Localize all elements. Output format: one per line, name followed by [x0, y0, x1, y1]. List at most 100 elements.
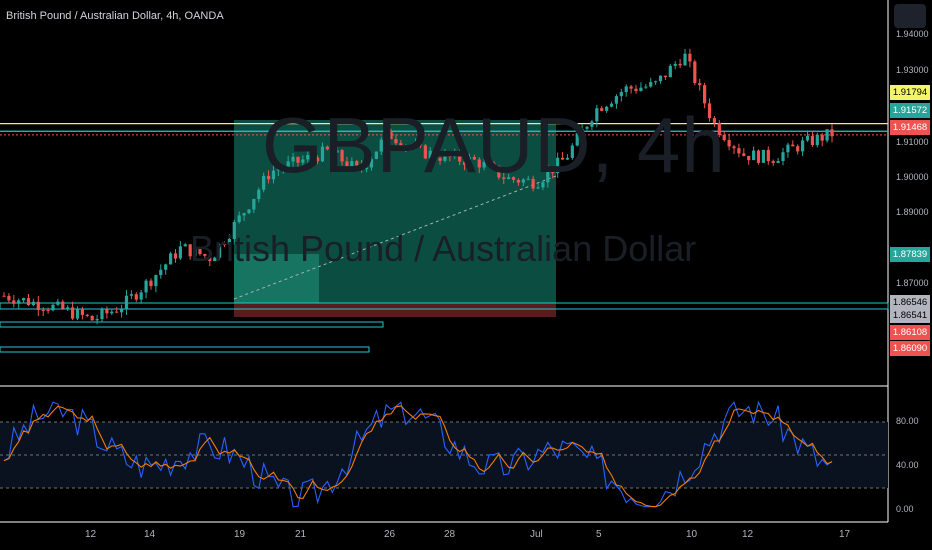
candle-body — [70, 307, 75, 319]
candle-body — [350, 161, 354, 168]
candle-body — [570, 145, 574, 158]
support-box-1 — [0, 302, 889, 310]
candle-body — [556, 157, 560, 174]
candle-body — [737, 148, 741, 154]
candle-body — [825, 129, 829, 141]
candle-body — [551, 170, 555, 174]
price-label: 1.86108 — [890, 325, 930, 340]
candle-body — [590, 121, 594, 127]
candle-body — [423, 145, 427, 159]
candle-body — [75, 309, 80, 319]
candle-body — [472, 157, 476, 160]
candle-body — [409, 145, 413, 147]
candle-body — [31, 301, 35, 306]
candle-body — [80, 309, 84, 315]
candle-body — [644, 86, 648, 88]
position-zones — [233, 120, 557, 317]
candle-body — [2, 295, 6, 297]
candle-body — [707, 103, 712, 119]
candle-body — [428, 150, 432, 159]
candle-body — [374, 151, 378, 159]
price-tick: 1.87000 — [896, 278, 929, 288]
candle-body — [41, 309, 45, 311]
candle-body — [580, 128, 584, 134]
candle-body — [629, 86, 633, 89]
candle-body — [600, 108, 604, 111]
candle-body — [262, 175, 266, 190]
candle-body — [213, 257, 217, 262]
time-tick: 12 — [742, 529, 754, 540]
candle-body — [56, 301, 60, 305]
price-label: 1.91468 — [890, 120, 930, 135]
candle-body — [340, 150, 344, 162]
watermark-name: British Pound / Australian Dollar — [190, 228, 697, 269]
candle-body — [360, 165, 364, 170]
candle-body — [732, 146, 736, 149]
candle-body — [747, 155, 751, 161]
candle-body — [345, 161, 349, 168]
candle-body — [688, 53, 692, 62]
candle-body — [217, 244, 222, 258]
candle-body — [85, 314, 89, 316]
time-tick: 19 — [234, 529, 246, 540]
candle-body — [105, 309, 109, 314]
candle-body — [168, 253, 173, 265]
candle-body — [208, 255, 212, 262]
candle-body — [458, 152, 462, 162]
candle-body — [164, 264, 168, 270]
chart-settings-button[interactable] — [894, 4, 926, 28]
candle-body — [139, 292, 143, 300]
price-label: 1.86541 — [890, 308, 930, 323]
candle-body — [134, 294, 138, 300]
candle-body — [252, 199, 256, 210]
candle-body — [678, 63, 682, 66]
candle-body — [95, 319, 99, 321]
candle-body — [276, 169, 280, 171]
candle-body — [183, 244, 187, 247]
candle-body — [188, 244, 192, 257]
candle-body — [560, 157, 565, 160]
candle-body — [443, 153, 447, 161]
candle-body — [487, 161, 491, 164]
candle-body — [144, 280, 148, 293]
price-label: 1.87839 — [890, 247, 930, 262]
time-tick: 28 — [444, 529, 456, 540]
candle-body — [516, 179, 521, 183]
candle-body — [614, 96, 619, 104]
candle-body — [335, 150, 339, 153]
candle-body — [100, 309, 104, 320]
candle-body — [257, 189, 261, 200]
candle-body — [203, 254, 207, 256]
candle-body — [771, 161, 775, 163]
candle-body — [507, 177, 511, 179]
candle-body — [654, 81, 658, 83]
support-box-2 — [0, 321, 384, 328]
candle-body — [26, 298, 31, 306]
candle-body — [404, 145, 408, 148]
candle-body — [418, 144, 423, 146]
candle-body — [438, 158, 442, 161]
candle-body — [110, 311, 114, 314]
candle-body — [722, 134, 726, 141]
candle-body — [266, 175, 271, 180]
price-tick: 1.93000 — [896, 65, 929, 75]
price-label: 1.91794 — [890, 85, 930, 100]
candle-body — [384, 131, 388, 140]
loss-zone — [234, 303, 556, 317]
candle-body — [232, 221, 236, 239]
candle-body — [801, 140, 805, 152]
candle-body — [129, 294, 133, 296]
candle-body — [453, 152, 457, 157]
candle-body — [781, 152, 785, 162]
candle-series — [2, 48, 834, 325]
time-tick: 10 — [686, 529, 698, 540]
candle-body — [511, 177, 516, 180]
candle-body — [320, 146, 325, 162]
candle-body — [605, 106, 609, 111]
price-label: 1.91572 — [890, 103, 930, 118]
candle-body — [668, 65, 672, 78]
candle-body — [46, 310, 50, 312]
time-tick: 14 — [144, 529, 156, 540]
candle-body — [389, 131, 393, 140]
